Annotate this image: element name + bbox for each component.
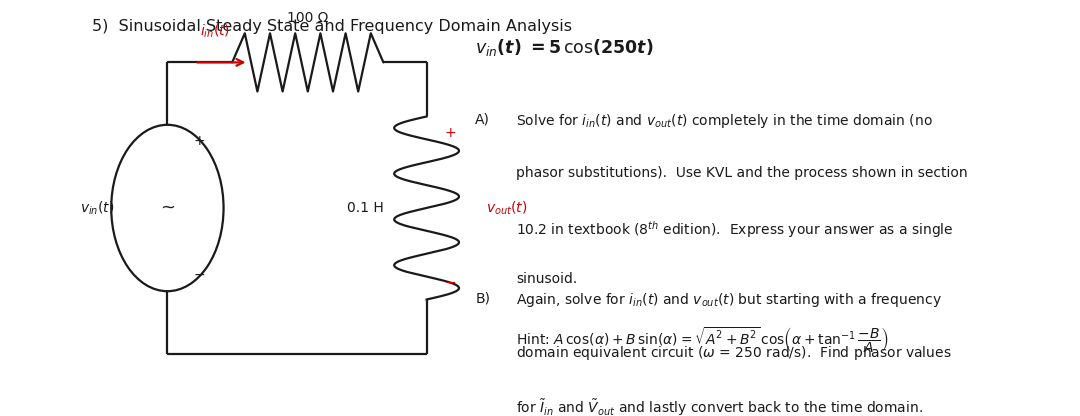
Text: +: +	[194, 134, 205, 149]
Text: −: −	[445, 276, 456, 290]
Text: $\boldsymbol{v_{in}(t)}$ $\boldsymbol{= 5\,\mathrm{cos}(250t)}$: $\boldsymbol{v_{in}(t)}$ $\boldsymbol{= …	[475, 37, 653, 58]
Text: B): B)	[475, 291, 490, 305]
Text: 100 Ω: 100 Ω	[287, 11, 328, 25]
Text: 10.2 in textbook (8$^{th}$ edition).  Express your answer as a single: 10.2 in textbook (8$^{th}$ edition). Exp…	[516, 219, 954, 240]
Text: +: +	[445, 126, 456, 140]
Text: sinusoid.: sinusoid.	[516, 272, 578, 286]
Text: domain equivalent circuit ($\omega$ = 250 rad/s).  Find phasor values: domain equivalent circuit ($\omega$ = 25…	[516, 344, 951, 362]
Text: Again, solve for $i_{in}(t)$ and $v_{out}(t)$ but starting with a frequency: Again, solve for $i_{in}(t)$ and $v_{out…	[516, 291, 942, 309]
Text: −: −	[194, 267, 205, 282]
Text: 5)  Sinusoidal Steady State and Frequency Domain Analysis: 5) Sinusoidal Steady State and Frequency…	[92, 19, 571, 34]
Text: ~: ~	[160, 199, 175, 217]
Text: $v_{out}(t)$: $v_{out}(t)$	[486, 199, 527, 217]
Text: 0.1 H: 0.1 H	[347, 201, 383, 215]
Text: phasor substitutions).  Use KVL and the process shown in section: phasor substitutions). Use KVL and the p…	[516, 166, 968, 180]
Text: Solve for $i_{in}(t)$ and $v_{out}(t)$ completely in the time domain (no: Solve for $i_{in}(t)$ and $v_{out}(t)$ c…	[516, 112, 933, 130]
Text: $v_{in}(t)$: $v_{in}(t)$	[80, 199, 114, 217]
Text: $\mathit{i}_{in}(t)$: $\mathit{i}_{in}(t)$	[200, 22, 230, 40]
Text: Hint: $A\,\cos(\alpha) + B\,\sin(\alpha)= \sqrt{A^2 + B^2}\,\cos\!\left(\alpha +: Hint: $A\,\cos(\alpha) + B\,\sin(\alpha)…	[516, 325, 889, 355]
Text: for $\tilde{I}_{in}$ and $\tilde{V}_{out}$ and lastly convert back to the time d: for $\tilde{I}_{in}$ and $\tilde{V}_{out…	[516, 398, 923, 416]
Text: A): A)	[475, 112, 490, 126]
